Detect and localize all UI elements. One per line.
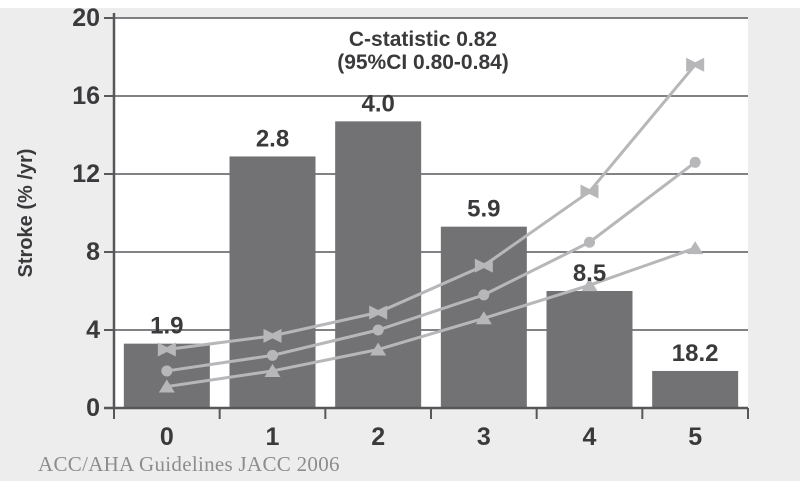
triangle-marker <box>581 278 598 292</box>
bar-value-label: 5.9 <box>467 196 500 223</box>
x-tick-label: 4 <box>583 423 597 451</box>
bar-value-label: 18.2 <box>672 340 719 367</box>
y-tick-label: 16 <box>72 82 100 110</box>
y-tick-label: 12 <box>72 160 100 188</box>
triangle-marker <box>475 311 492 325</box>
bar <box>335 121 422 408</box>
circle-marker <box>584 236 595 248</box>
triangle-marker <box>158 379 175 393</box>
triangle-marker <box>264 363 281 377</box>
y-tick-label: 8 <box>86 238 100 266</box>
bar-value-label: 8.5 <box>573 260 606 287</box>
stroke-rate-line <box>166 161 697 373</box>
bar-value-label: 2.8 <box>256 125 289 152</box>
x-tick-label: 3 <box>477 423 491 451</box>
lower-95ci-line <box>166 246 696 389</box>
triangle-marker <box>370 342 387 356</box>
y-tick-label: 4 <box>86 316 100 344</box>
source-caption: ACC/AHA Guidelines JACC 2006 <box>38 452 340 476</box>
chart-title-line: C-statistic 0.82 <box>349 28 497 51</box>
x-tick-label: 0 <box>160 423 174 451</box>
upper-95ci-series <box>157 57 705 357</box>
bowtie-marker <box>474 258 493 273</box>
circle-marker <box>689 156 701 168</box>
y-axis-title: Stroke (% /yr) <box>15 149 37 278</box>
x-tick-label: 1 <box>266 423 280 451</box>
lower-95ci-series <box>158 241 704 393</box>
bowtie-marker <box>580 184 599 199</box>
x-tick-label: 5 <box>688 423 702 451</box>
bowtie-marker <box>686 57 705 72</box>
bar <box>546 291 633 408</box>
bowtie-marker <box>263 328 282 343</box>
y-tick-label: 0 <box>86 394 100 422</box>
circle-marker <box>372 324 384 336</box>
bar <box>652 370 739 408</box>
bar-value-label: 4.0 <box>361 90 394 117</box>
bowtie-marker <box>157 342 176 357</box>
x-tick-label: 2 <box>371 423 385 451</box>
stroke-rate-series <box>161 156 701 377</box>
bar-value-label: 1.9 <box>150 313 183 340</box>
bowtie-marker <box>369 305 388 320</box>
upper-95ci-line <box>166 63 697 351</box>
chart-title-line: (95%CI 0.80-0.84) <box>337 51 509 74</box>
circle-marker <box>161 365 173 377</box>
triangle-marker <box>687 241 704 255</box>
circle-marker <box>267 349 278 361</box>
y-tick-label: 20 <box>72 4 100 32</box>
circle-marker <box>478 289 490 301</box>
